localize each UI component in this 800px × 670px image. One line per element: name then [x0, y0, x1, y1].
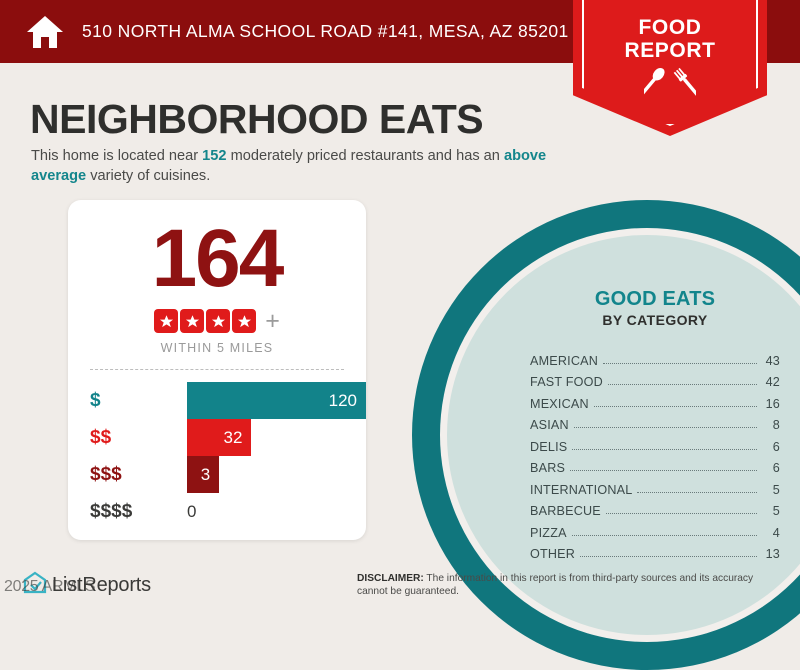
property-address: 510 NORTH ALMA SCHOOL ROAD #141, MESA, A… — [82, 21, 569, 41]
leader-dots — [603, 362, 757, 364]
price-tier-row: $$$ 3 — [90, 456, 366, 493]
page-title: NEIGHBORHOOD EATS — [30, 96, 484, 142]
good-eats-category: FAST FOOD — [530, 375, 603, 389]
home-icon — [26, 14, 64, 50]
good-eats-count: 5 — [772, 504, 780, 518]
badge-title-line2: REPORT — [624, 38, 716, 62]
good-eats-count: 43 — [765, 353, 780, 368]
star-icon — [206, 309, 231, 333]
star-icon — [180, 309, 205, 333]
good-eats-count: 5 — [772, 482, 780, 497]
leader-dots — [605, 513, 757, 514]
good-eats-count: 8 — [772, 418, 780, 432]
subtitle-part-1: This home is located near — [31, 148, 203, 164]
good-eats-category: INTERNATIONAL — [530, 482, 633, 497]
subtitle-part-2: moderately priced restaurants and has an — [226, 148, 504, 164]
price-tier-label: $$ — [90, 426, 112, 448]
subtitle-highlight-variety: above average — [31, 148, 547, 185]
good-eats-list: AMERICAN 43 FAST FOOD 42 MEXICAN 16 ASIAN 8 DELI… — [530, 346, 780, 562]
price-tier-label: $$$$ — [90, 500, 133, 522]
price-tier-bar: 3 — [187, 456, 220, 493]
page-subtitle: This home is located near 152 moderately… — [31, 146, 571, 186]
subtitle-part-3: variety of cuisines. — [86, 168, 211, 185]
restaurant-count: 164 — [151, 213, 285, 304]
disclaimer: DISCLAIMER: The information in this repo… — [357, 572, 777, 599]
leader-dots — [580, 556, 757, 557]
price-tier-label: $ — [90, 389, 101, 411]
leader-dots — [570, 470, 757, 471]
good-eats-category: DELIS — [530, 439, 568, 454]
price-tier-row: $120 — [90, 382, 366, 419]
leader-dots — [572, 448, 757, 450]
price-tier-chart: $120 $$ 32 $$$ 3 $$$$ 0 — [68, 382, 366, 530]
good-eats-category: MEXICAN — [530, 396, 589, 411]
good-eats-category: ASIAN — [530, 418, 569, 432]
good-eats-subtitle: BY CATEGORY — [602, 312, 708, 328]
good-eats-count: 4 — [772, 525, 780, 540]
good-eats-row: AMERICAN 43 — [530, 346, 780, 368]
food-report-badge: FOOD REPORT — [573, 0, 767, 136]
good-eats-row: BARS 6 — [530, 454, 780, 475]
good-eats-category: OTHER — [530, 547, 576, 561]
good-eats-count: 6 — [772, 461, 780, 475]
subtitle-highlight-count: 152 — [202, 148, 227, 164]
price-tier-bar: 120 — [187, 382, 366, 419]
good-eats-row: PIZZA 4 — [530, 518, 780, 540]
good-eats-count: 6 — [772, 439, 780, 454]
disclaimer-text: The information in this report is from t… — [357, 573, 754, 598]
star-rating: + — [68, 307, 366, 335]
good-eats-row: MEXICAN 16 — [530, 389, 780, 411]
plus-sign: + — [265, 307, 280, 335]
price-tier-row: $$ 32 — [90, 419, 366, 456]
price-tier-bar-track: 0 — [187, 493, 366, 530]
star-icon — [232, 309, 257, 333]
good-eats-row: INTERNATIONAL 5 — [530, 475, 780, 497]
good-eats-panel: GOOD EATS BY CATEGORY AMERICAN 43 FAST FOO… — [530, 288, 780, 561]
good-eats-count: 16 — [765, 396, 780, 411]
leader-dots — [637, 491, 757, 493]
price-tier-bar: 32 — [187, 419, 252, 456]
leader-dots — [571, 534, 757, 536]
good-eats-count: 13 — [765, 547, 780, 561]
teal-circle-fill — [447, 235, 800, 635]
leader-dots — [593, 405, 757, 407]
good-eats-row: BARBECUE 5 — [530, 497, 780, 518]
good-eats-row: FAST FOOD 42 — [530, 368, 780, 389]
good-eats-row: ASIAN 8 — [530, 411, 780, 432]
price-tier-label: $$$ — [90, 463, 122, 485]
price-tier-bar-track: 120 — [187, 382, 366, 419]
price-tier-bar-track: 3 — [187, 456, 366, 493]
house-logo-icon — [22, 570, 48, 601]
good-eats-category: PIZZA — [530, 525, 567, 540]
disclaimer-label: DISCLAIMER: — [357, 573, 424, 584]
within-radius-label: WITHIN 5 MILES — [160, 341, 274, 355]
price-tier-row: $$$$ 0 — [90, 493, 366, 530]
restaurant-stats-card: 164 + WITHIN 5 MILES $120 $$ 32 $$$ 3 $$$$ 0 — [68, 200, 366, 540]
good-eats-category: BARBECUE — [530, 504, 601, 518]
spoon-fork-icon — [573, 67, 767, 112]
badge-title: FOOD REPORT — [573, 0, 767, 62]
listreports-logo-text: ListReports — [52, 574, 151, 596]
mls-watermark: 2025 ARMLS — [4, 578, 96, 595]
listreports-logo: ListReports — [22, 570, 151, 601]
good-eats-category: AMERICAN — [530, 353, 599, 368]
leader-dots — [573, 427, 757, 428]
good-eats-count: 42 — [765, 375, 780, 389]
leader-dots — [607, 384, 757, 385]
good-eats-category: BARS — [530, 461, 566, 475]
star-icon — [154, 309, 179, 333]
good-eats-row: DELIS 6 — [530, 432, 780, 454]
badge-title-line1: FOOD — [638, 16, 702, 39]
good-eats-title: GOOD EATS — [594, 288, 716, 310]
good-eats-row: OTHER 13 — [530, 540, 780, 561]
price-tier-value: 0 — [187, 502, 197, 521]
price-tier-bar-track: 32 — [187, 419, 366, 456]
card-divider — [90, 369, 344, 370]
